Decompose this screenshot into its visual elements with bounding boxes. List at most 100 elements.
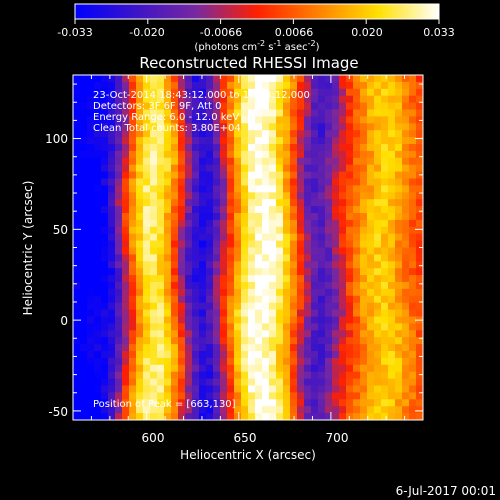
heatmap-cell [192, 185, 200, 193]
heatmap-cell [108, 178, 116, 186]
heatmap-cell [325, 123, 333, 131]
heatmap-cell [136, 178, 144, 186]
heatmap-cell [290, 337, 298, 345]
heatmap-cell [206, 178, 214, 186]
heatmap-cell [318, 275, 326, 283]
heatmap-cell [220, 75, 228, 83]
heatmap-cell [332, 247, 340, 255]
heatmap-cell [325, 357, 333, 366]
heatmap-cell [353, 185, 361, 193]
heatmap-cell [234, 254, 242, 262]
heatmap-cell [213, 351, 221, 359]
heatmap-cell [234, 385, 242, 393]
heatmap-cell [101, 164, 109, 172]
heatmap-cell [402, 254, 410, 262]
heatmap-cell [304, 254, 312, 262]
heatmap-cell [115, 302, 123, 310]
heatmap-cell [157, 213, 165, 221]
heatmap-cell [220, 116, 228, 124]
heatmap-cell [227, 399, 235, 407]
heatmap-cell [255, 192, 263, 200]
heatmap-cell [339, 137, 347, 145]
heatmap-cell [255, 378, 263, 386]
heatmap-cell [255, 164, 263, 172]
heatmap-cell [73, 392, 81, 400]
heatmap-cell [248, 261, 256, 269]
heatmap-cell [164, 192, 172, 200]
heatmap-cell [416, 123, 424, 131]
heatmap-cell [206, 406, 214, 414]
heatmap-cell [346, 226, 354, 235]
heatmap-cell [388, 164, 396, 172]
heatmap-cell [318, 364, 326, 373]
heatmap-cell [171, 413, 179, 421]
heatmap-cell [339, 144, 347, 152]
heatmap-cell [311, 157, 319, 166]
heatmap-cell [136, 185, 144, 193]
heatmap-cell [87, 275, 95, 283]
heatmap-cell [80, 378, 88, 386]
heatmap-cell [318, 164, 326, 172]
heatmap-cell [360, 199, 368, 207]
heatmap-cell [150, 364, 158, 373]
heatmap-cell [269, 330, 277, 338]
heatmap-cell [304, 275, 312, 283]
heatmap-cell [381, 330, 389, 338]
heatmap-cell [409, 171, 417, 179]
heatmap-cell [108, 399, 116, 407]
heatmap-cell [94, 302, 102, 310]
heatmap-cell [255, 282, 263, 290]
heatmap-cell [318, 130, 326, 138]
heatmap-cell [290, 323, 298, 331]
heatmap-cell [276, 254, 284, 262]
heatmap-cell [409, 81, 417, 90]
heatmap-cell [136, 344, 144, 352]
heatmap-cell [178, 295, 186, 304]
heatmap-cell [297, 406, 305, 414]
heatmap-cell [171, 178, 179, 186]
heatmap-cell [192, 371, 200, 379]
heatmap-cell [269, 378, 277, 386]
heatmap-cell [304, 226, 312, 235]
heatmap-cell [122, 192, 130, 200]
heatmap-cell [73, 282, 81, 290]
heatmap-cell [164, 261, 172, 269]
heatmap-cell [150, 199, 158, 207]
heatmap-cell [339, 337, 347, 345]
heatmap-cell [234, 268, 242, 276]
heatmap-cell [171, 288, 179, 297]
heatmap-cell [381, 406, 389, 414]
heatmap-cell [115, 275, 123, 283]
heatmap-cell [367, 247, 375, 255]
heatmap-cell [171, 309, 179, 317]
heatmap-cell [297, 199, 305, 207]
heatmap-cell [325, 233, 333, 241]
heatmap-cell [178, 261, 186, 269]
heatmap-cell [332, 261, 340, 269]
heatmap-cell [339, 392, 347, 400]
heatmap-cell [94, 226, 102, 235]
heatmap-cell [255, 337, 263, 345]
heatmap-cell [115, 81, 123, 90]
heatmap-cell [241, 357, 249, 366]
heatmap-cell [409, 219, 417, 228]
heatmap-cell [367, 385, 375, 393]
heatmap-cell [395, 226, 403, 235]
heatmap-cell [101, 185, 109, 193]
heatmap-cell [339, 75, 347, 83]
heatmap-cell [262, 116, 270, 124]
heatmap-cell [220, 330, 228, 338]
heatmap-cell [290, 357, 298, 366]
heatmap-cell [311, 316, 319, 324]
heatmap-cell [101, 233, 109, 241]
heatmap-cell [248, 399, 256, 407]
heatmap-cell [108, 309, 116, 317]
heatmap-cell [255, 316, 263, 324]
heatmap-cell [108, 344, 116, 352]
heatmap-cell [94, 130, 102, 138]
heatmap-cell [325, 102, 333, 110]
heatmap-cell [381, 102, 389, 110]
heatmap-cell [199, 323, 207, 331]
heatmap-cell [94, 295, 102, 304]
heatmap-cell [346, 213, 354, 221]
